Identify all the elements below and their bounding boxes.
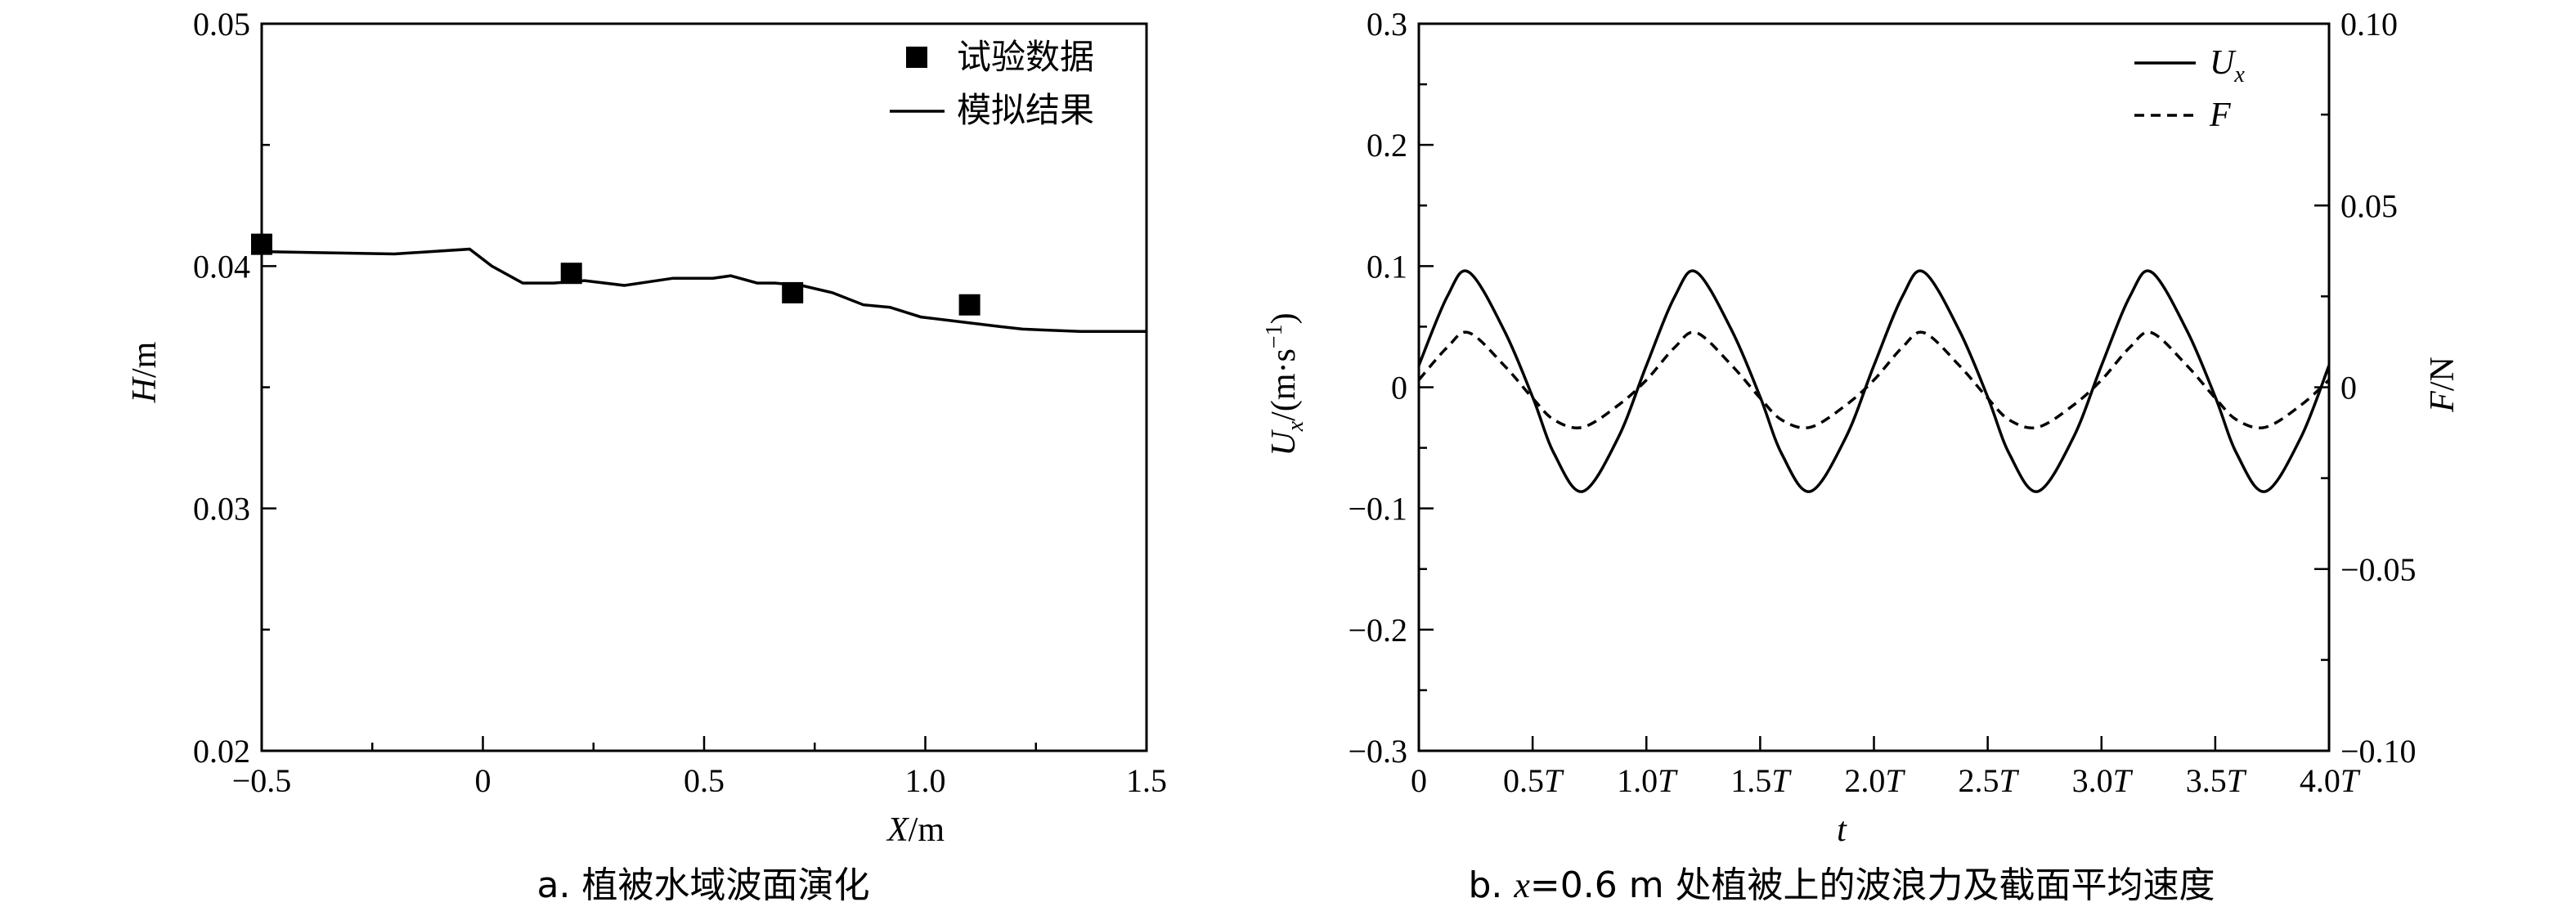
x-tick-label: 1.5T (1730, 762, 1792, 799)
x-tick-label: 4.0T (2300, 762, 2361, 799)
left-y-tick-label: −0.3 (1348, 733, 1407, 770)
x-tick-label: 1.0 (905, 762, 946, 799)
x-tick-label: −0.5 (232, 762, 292, 799)
legend-label-f: F (2209, 97, 2231, 134)
x-tick-label: 1.0T (1617, 762, 1678, 799)
panel-a-plot-frame (260, 22, 1148, 752)
panel-b-left-y-ticks: −0.3 −0.2 −0.1 0 0.1 0.2 0.3 (1348, 6, 1434, 770)
panel-b-right-y-ticks: −0.10 −0.05 0 0.05 0.10 (2314, 6, 2417, 770)
left-y-tick-label: 0.3 (1367, 6, 1407, 43)
right-y-tick-label: 0.10 (2340, 6, 2398, 43)
legend-marker-square (906, 47, 927, 68)
experiment-data-point (958, 294, 981, 316)
right-y-tick-label: 0 (2340, 370, 2357, 406)
x-tick-label: 0.5 (684, 762, 725, 799)
panel-b-x-ticks: 0 0.5T 1.0T 1.5T 2.0T 2.5T 3.0T 3.5T 4.0T (1411, 736, 2361, 799)
panel-b-plot-frame (1417, 22, 2331, 752)
panel-b-caption: b. x=0.6 m 处植被上的波浪力及截面平均速度 (1468, 864, 2215, 906)
panel-a-y-ticks: 0.02 0.03 0.04 0.05 (193, 6, 276, 770)
y-tick-label: 0.05 (193, 6, 250, 43)
y-tick-label: 0.04 (193, 248, 250, 285)
legend-label-experiment: 试验数据 (957, 37, 1094, 77)
x-tick-label: 2.0T (1844, 762, 1905, 799)
panel-b-f-curve (1417, 330, 2331, 429)
legend-label-ux: Ux (2210, 44, 2245, 88)
left-y-tick-label: 0.2 (1367, 127, 1407, 164)
panel-a-x-ticks: −0.5 0 0.5 1.0 1.5 (232, 736, 1167, 799)
legend-label-simulation: 模拟结果 (957, 90, 1094, 130)
panel-a-y-axis-label: H/m (126, 341, 164, 403)
x-tick-label: 3.0T (2072, 762, 2134, 799)
right-y-tick-label: −0.05 (2340, 551, 2417, 588)
y-tick-label: 0.02 (193, 733, 250, 770)
panel-a-simulation-line (261, 247, 1147, 334)
experiment-data-point (782, 281, 804, 303)
left-y-tick-label: −0.1 (1348, 491, 1407, 528)
x-tick-label: 2.5T (1959, 762, 2020, 799)
x-tick-label: 1.5 (1126, 762, 1167, 799)
left-y-tick-label: −0.2 (1348, 612, 1407, 649)
panel-b-x-axis-label: t (1837, 811, 1847, 849)
panel-b-right-y-axis-label: F/N (2424, 357, 2462, 413)
x-tick-label: 0 (1411, 762, 1427, 799)
y-tick-label: 0.03 (193, 491, 250, 528)
panel-a-caption: a. 植被水域波面演化 (537, 864, 870, 906)
left-y-tick-label: 0 (1391, 370, 1407, 406)
panel-b: 0 0.5T 1.0T 1.5T 2.0T 2.5T 3.0T 3.5T 4.0T −0.3−0… (1262, 6, 2462, 906)
x-tick-label: 0.5T (1503, 762, 1564, 799)
x-tick-label: 0 (475, 762, 491, 799)
right-y-tick-label: 0.05 (2340, 187, 2398, 224)
x-tick-label: 3.5T (2186, 762, 2247, 799)
right-y-tick-label: −0.10 (2340, 733, 2417, 770)
left-y-tick-label: 0.1 (1367, 248, 1407, 285)
experiment-data-point (560, 263, 582, 285)
panel-a-experiment-points (251, 233, 981, 316)
experiment-data-point (251, 233, 272, 255)
panel-b-left-y-axis-label: Ux/(m·s−1) (1262, 312, 1308, 456)
panel-a-x-axis-label: X/m (886, 811, 945, 849)
panel-b-ux-curve (1417, 269, 2331, 493)
panel-a: −0.5 0 0.5 1.0 1.5 0.02 0.03 0.04 0.05 试验数据 模拟结… (126, 6, 1167, 906)
